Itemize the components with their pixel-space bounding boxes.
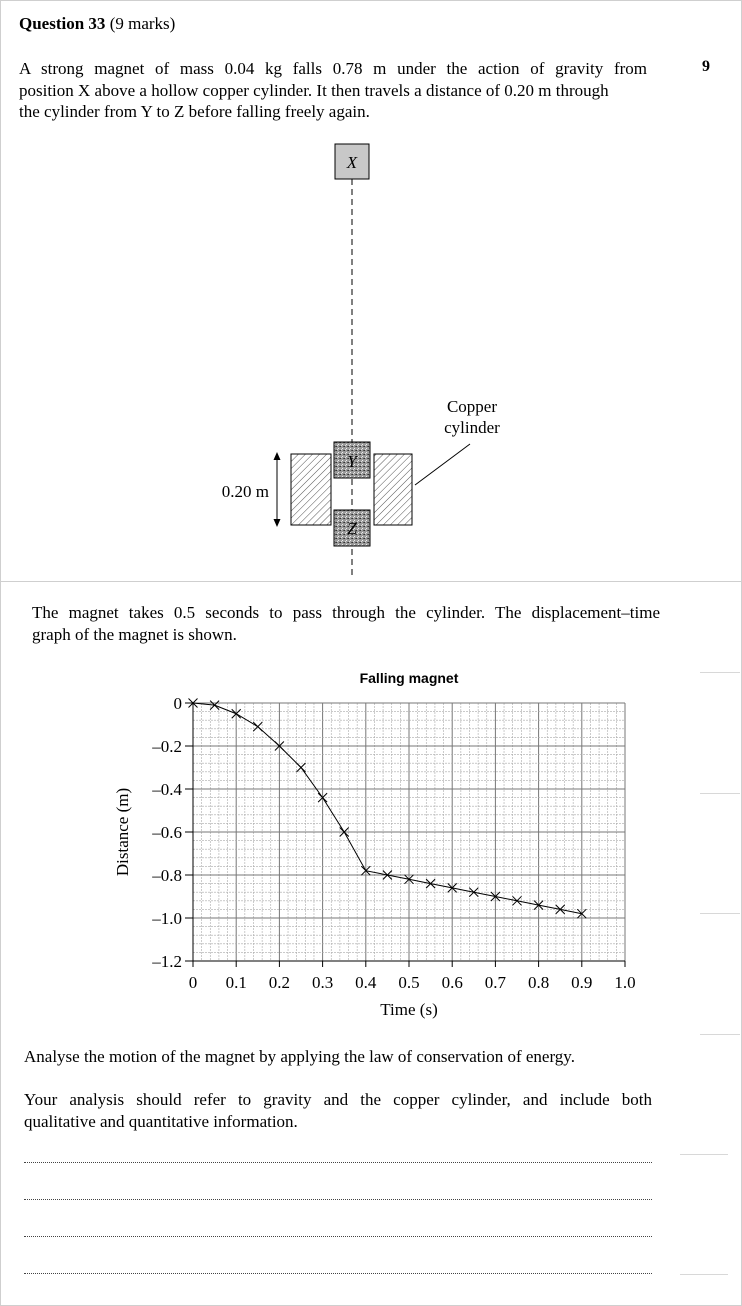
y-axis-label: Distance (m) (113, 788, 132, 876)
cylinder-right-wall (373, 453, 413, 526)
magnet-cylinder-diagram: X Y Z 0.20 m Copper cylinder (222, 143, 500, 578)
data-point (533, 900, 544, 910)
label-y: Y (347, 452, 358, 471)
x-tick-label: 0.2 (269, 973, 290, 992)
magnet-at-x (334, 143, 370, 180)
question-intro: A strong magnet of mass 0.04 kg falls 0.… (19, 59, 647, 121)
data-point (425, 878, 436, 889)
y-tick-label: –0.4 (151, 780, 182, 799)
label-z: Z (347, 519, 357, 538)
answer-line-2[interactable] (24, 1199, 652, 1200)
x-tick-labels: 0 0.1 0.2 0.3 0.4 0.5 0.6 0.7 0.8 0.9 1.0 (189, 961, 636, 992)
y-tick-label: –1.0 (151, 909, 182, 928)
data-point (576, 908, 587, 919)
x-tick-label: 0.4 (355, 973, 377, 992)
graph-intro: The magnet takes 0.5 seconds to pass thr… (32, 603, 660, 644)
series-line (192, 702, 582, 915)
data-point (274, 741, 285, 751)
data-point (231, 708, 242, 719)
y-tick-labels: 0 –0.2 –0.4 –0.6 –0.8 –1.0 –1.2 (151, 694, 193, 971)
x-tick-label: 1.0 (614, 973, 635, 992)
falling-magnet-chart: Falling magnet 0 0.1 0.2 0.3 0.4 0.5 0.6 0.7 0.8… (113, 670, 636, 1019)
data-point (209, 700, 220, 711)
data-point (490, 891, 501, 902)
x-tick-label: 0 (189, 973, 198, 992)
margin-rule (700, 672, 740, 673)
margin-rule (700, 913, 740, 914)
chart-grid (192, 702, 626, 962)
task-instruction: Analyse the motion of the magnet by appl… (24, 1047, 575, 1066)
answer-line-4[interactable] (24, 1273, 652, 1274)
magnet-at-y (333, 441, 371, 479)
question-title: Question 33 (9 marks) (19, 14, 176, 33)
data-point (339, 827, 350, 837)
cylinder-label-line1: Copper (447, 397, 497, 416)
margin-rule (700, 793, 740, 794)
task-guidance: Your analysis should refer to gravity an… (24, 1090, 652, 1131)
x-tick-label: 0.6 (442, 973, 463, 992)
cylinder-label-line2: cylinder (444, 418, 500, 437)
x-tick-label: 0.8 (528, 973, 549, 992)
x-tick-label: 0.7 (485, 973, 507, 992)
data-point (317, 792, 328, 803)
margin-rule (680, 1274, 728, 1275)
cylinder-leader-line (414, 443, 471, 486)
cylinder-left-wall (290, 453, 332, 526)
page-number: 9 (702, 58, 710, 75)
answer-line-1[interactable] (24, 1162, 652, 1163)
chart-title: Falling magnet (360, 670, 459, 686)
magnet-at-z (333, 509, 371, 547)
answer-line-3[interactable] (24, 1236, 652, 1237)
y-tick-label: –1.2 (151, 952, 182, 971)
x-tick-label: 0.3 (312, 973, 333, 992)
y-tick-label: –0.2 (151, 737, 182, 756)
margin-rule (700, 1034, 740, 1035)
data-point (360, 865, 371, 876)
data-point (555, 904, 566, 915)
label-x: X (346, 153, 358, 172)
data-point (447, 883, 458, 893)
data-point (382, 870, 393, 880)
data-point (512, 895, 522, 906)
margin-rule (680, 1154, 728, 1155)
data-point (404, 874, 414, 885)
data-points (188, 698, 587, 919)
y-tick-label: 0 (174, 694, 183, 713)
x-axis-label: Time (s) (380, 1000, 437, 1019)
x-tick-label: 0.1 (226, 973, 247, 992)
data-point (188, 698, 198, 708)
y-tick-label: –0.8 (151, 866, 182, 885)
distance-label: 0.20 m (222, 482, 269, 501)
x-tick-label: 0.9 (571, 973, 592, 992)
y-tick-label: –0.6 (151, 823, 182, 842)
x-tick-label: 0.5 (398, 973, 419, 992)
data-point (468, 887, 479, 898)
data-point (252, 721, 263, 732)
data-point (296, 762, 306, 773)
